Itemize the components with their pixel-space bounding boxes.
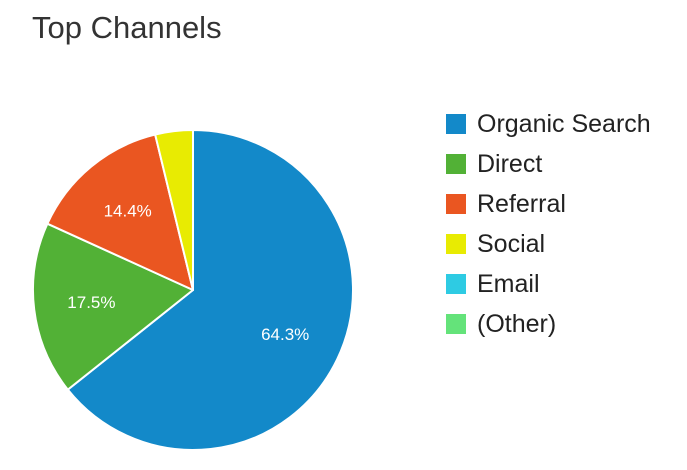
pie-slices <box>32 129 354 451</box>
legend-swatch-referral <box>446 194 466 214</box>
pie-slice-organic-search[interactable] <box>66 129 354 451</box>
legend-swatch-social <box>446 234 466 254</box>
legend-swatch-email <box>446 274 466 294</box>
pie-slice-referral[interactable] <box>46 133 194 291</box>
legend-label-other: (Other) <box>477 309 557 338</box>
data-label-organic-search: 64.3% <box>261 325 309 344</box>
chart-title: Top Channels <box>32 10 222 45</box>
chart-legend: Organic Search Direct Referral Social Em… <box>446 104 651 344</box>
legend-item-referral[interactable]: Referral <box>446 184 651 224</box>
legend-swatch-other <box>446 314 466 334</box>
legend-swatch-organic-search <box>446 114 466 134</box>
legend-item-other[interactable]: (Other) <box>446 304 651 344</box>
legend-label-direct: Direct <box>477 149 543 178</box>
legend-item-direct[interactable]: Direct <box>446 144 651 184</box>
pie-data-labels: 64.3% 17.5% 14.4% <box>67 202 309 344</box>
legend-item-social[interactable]: Social <box>446 224 651 264</box>
legend-swatch-direct <box>446 154 466 174</box>
legend-item-email[interactable]: Email <box>446 264 651 304</box>
data-label-referral: 14.4% <box>104 202 152 221</box>
pie-slice-social[interactable] <box>154 129 194 291</box>
legend-label-organic-search: Organic Search <box>477 109 651 138</box>
legend-item-organic-search[interactable]: Organic Search <box>446 104 651 144</box>
legend-label-email: Email <box>477 269 540 298</box>
pie-slice-direct[interactable] <box>32 222 194 391</box>
legend-label-referral: Referral <box>477 189 566 218</box>
data-label-direct: 17.5% <box>67 293 115 312</box>
legend-label-social: Social <box>477 229 546 258</box>
